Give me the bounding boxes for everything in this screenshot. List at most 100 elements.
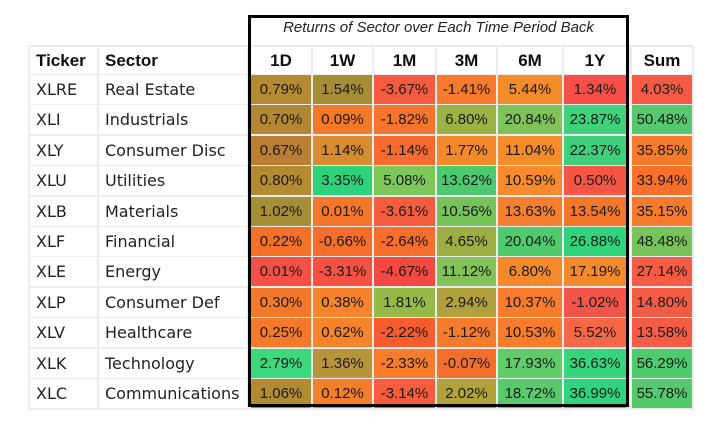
ticker-cell: XLE	[30, 257, 97, 286]
return-cell: 17.93%	[498, 349, 562, 378]
return-cell: 0.70%	[251, 105, 311, 134]
sum-cell: 14.80%	[632, 288, 692, 317]
sector-cell: Real Estate	[99, 75, 247, 104]
sum-cell: 35.85%	[632, 136, 692, 165]
return-cell: -1.82%	[374, 105, 435, 134]
return-cell: 0.01%	[251, 257, 311, 286]
sum-cell: 33.94%	[632, 166, 692, 195]
return-cell: 17.19%	[564, 257, 626, 286]
return-cell: 2.02%	[437, 379, 496, 408]
sector-cell: Healthcare	[99, 318, 247, 347]
ticker-cell: XLV	[30, 318, 97, 347]
return-cell: -1.02%	[564, 288, 626, 317]
return-cell: 0.09%	[313, 105, 372, 134]
return-cell: 0.01%	[313, 197, 372, 226]
return-cell: 5.44%	[498, 75, 562, 104]
return-cell: 0.25%	[251, 318, 311, 347]
return-cell: 10.37%	[498, 288, 562, 317]
return-cell: -4.67%	[374, 257, 435, 286]
return-cell: 36.63%	[564, 349, 626, 378]
ticker-cell: XLB	[30, 197, 97, 226]
table-title: Returns of Sector over Each Time Period …	[283, 19, 594, 36]
ticker-cell: XLC	[30, 379, 97, 408]
return-cell: 6.80%	[498, 257, 562, 286]
sum-cell: 13.58%	[632, 318, 692, 347]
sector-cell: Financial	[99, 227, 247, 256]
return-cell: 0.30%	[251, 288, 311, 317]
column-header: 1W	[313, 47, 372, 74]
ticker-cell: XLK	[30, 349, 97, 378]
sum-cell: 27.14%	[632, 257, 692, 286]
ticker-cell: XLY	[30, 136, 97, 165]
ticker-cell: XLU	[30, 166, 97, 195]
return-cell: 1.34%	[564, 75, 626, 104]
return-cell: 0.80%	[251, 166, 311, 195]
return-cell: -0.66%	[313, 227, 372, 256]
ticker-cell: XLRE	[30, 75, 97, 104]
sum-cell: 55.78%	[632, 379, 692, 408]
return-cell: 1.81%	[374, 288, 435, 317]
column-header: Ticker	[30, 47, 97, 74]
return-cell: 10.53%	[498, 318, 562, 347]
sector-cell: Technology	[99, 349, 247, 378]
return-cell: 11.04%	[498, 136, 562, 165]
return-cell: 26.88%	[564, 227, 626, 256]
ticker-cell: XLP	[30, 288, 97, 317]
return-cell: 18.72%	[498, 379, 562, 408]
sum-cell: 56.29%	[632, 349, 692, 378]
return-cell: 0.38%	[313, 288, 372, 317]
return-cell: -1.41%	[437, 75, 496, 104]
sum-cell: 48.48%	[632, 227, 692, 256]
return-cell: 13.54%	[564, 197, 626, 226]
column-header: 6M	[498, 47, 562, 74]
column-header: 1D	[251, 47, 311, 74]
column-header: Sum	[632, 47, 692, 74]
return-cell: 20.04%	[498, 227, 562, 256]
return-cell: 1.77%	[437, 136, 496, 165]
return-cell: 10.59%	[498, 166, 562, 195]
return-cell: -1.12%	[437, 318, 496, 347]
return-cell: 6.80%	[437, 105, 496, 134]
return-cell: 0.22%	[251, 227, 311, 256]
return-cell: 1.54%	[313, 75, 372, 104]
sector-cell: Consumer Disc	[99, 136, 247, 165]
return-cell: 10.56%	[437, 197, 496, 226]
sum-cell: 50.48%	[632, 105, 692, 134]
return-cell: 0.67%	[251, 136, 311, 165]
return-cell: 1.36%	[313, 349, 372, 378]
return-cell: 1.14%	[313, 136, 372, 165]
return-cell: 36.99%	[564, 379, 626, 408]
column-header: 1M	[374, 47, 435, 74]
return-cell: -0.07%	[437, 349, 496, 378]
column-header: Sector	[99, 47, 247, 74]
return-cell: -3.31%	[313, 257, 372, 286]
column-header: 3M	[437, 47, 496, 74]
return-cell: 2.79%	[251, 349, 311, 378]
return-cell: 4.65%	[437, 227, 496, 256]
return-cell: -1.14%	[374, 136, 435, 165]
sum-cell: 35.15%	[632, 197, 692, 226]
return-cell: 1.06%	[251, 379, 311, 408]
return-cell: 3.35%	[313, 166, 372, 195]
return-cell: 13.62%	[437, 166, 496, 195]
column-header: 1Y	[564, 47, 626, 74]
return-cell: -3.14%	[374, 379, 435, 408]
return-cell: 0.62%	[313, 318, 372, 347]
return-cell: 5.52%	[564, 318, 626, 347]
return-cell: 0.79%	[251, 75, 311, 104]
return-cell: -2.64%	[374, 227, 435, 256]
return-cell: 0.12%	[313, 379, 372, 408]
return-cell: 20.84%	[498, 105, 562, 134]
return-cell: 1.02%	[251, 197, 311, 226]
return-cell: -3.61%	[374, 197, 435, 226]
return-cell: 2.94%	[437, 288, 496, 317]
sector-cell: Materials	[99, 197, 247, 226]
ticker-cell: XLF	[30, 227, 97, 256]
sector-cell: Energy	[99, 257, 247, 286]
return-cell: -2.33%	[374, 349, 435, 378]
ticker-cell: XLI	[30, 105, 97, 134]
return-cell: 13.63%	[498, 197, 562, 226]
return-cell: -3.67%	[374, 75, 435, 104]
sector-cell: Utilities	[99, 166, 247, 195]
